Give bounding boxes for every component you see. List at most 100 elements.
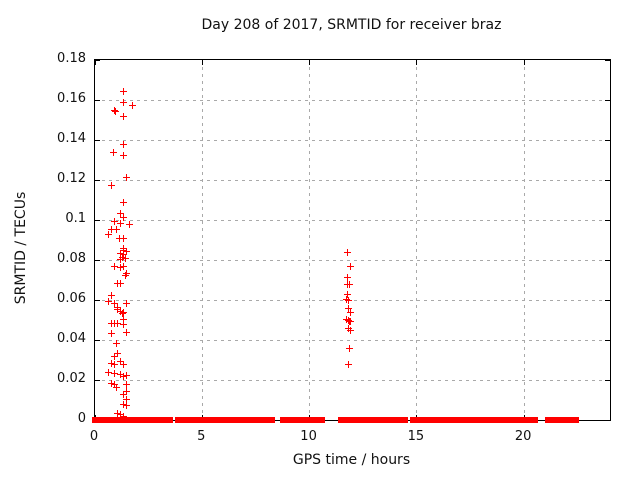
data-point-marker — [113, 305, 121, 313]
data-point-marker — [122, 269, 130, 277]
y-tick-mark — [605, 59, 610, 61]
data-point-marker — [116, 263, 124, 271]
zero-value-band-segment — [400, 417, 409, 423]
y-tick-label: 0 — [77, 411, 86, 426]
data-point-marker — [111, 352, 119, 360]
data-point-marker — [116, 209, 124, 217]
data-point-marker — [123, 387, 131, 395]
y-tick-mark — [605, 99, 610, 101]
data-point-marker — [119, 372, 127, 380]
data-point-marker — [105, 230, 113, 238]
y-tick-mark — [605, 339, 610, 341]
y-tick-label: 0.18 — [57, 51, 86, 66]
y-tick-mark — [95, 219, 100, 221]
zero-value-band-segment — [487, 417, 496, 423]
data-point-marker — [116, 357, 124, 365]
zero-value-band-segment — [301, 417, 310, 423]
y-tick-label: 0.14 — [57, 131, 86, 146]
data-point-marker — [343, 290, 351, 298]
zero-value-band-segment — [92, 417, 114, 423]
zero-value-band-segment — [410, 417, 425, 423]
zero-value-band-segment — [317, 417, 326, 423]
vertical-gridline — [523, 60, 525, 420]
data-point-marker — [346, 262, 354, 270]
zero-value-band-segment — [383, 417, 400, 423]
y-tick-mark — [95, 139, 100, 141]
data-point-marker — [110, 106, 118, 114]
x-axis-title: GPS time / hours — [292, 452, 411, 468]
data-point-marker — [120, 140, 128, 148]
data-point-marker — [116, 370, 124, 378]
data-point-marker — [343, 273, 351, 281]
data-point-marker — [122, 247, 130, 255]
zero-value-band-segment — [201, 417, 224, 423]
x-tick-mark — [523, 60, 525, 65]
zero-value-band-segment — [498, 417, 508, 423]
vertical-gridline — [416, 60, 418, 420]
data-point-marker — [115, 234, 123, 242]
horizontal-gridline — [95, 139, 610, 141]
data-point-marker — [123, 401, 131, 409]
data-point-marker — [107, 359, 115, 367]
y-tick-mark — [95, 379, 100, 381]
zero-value-band-segment — [307, 417, 316, 423]
data-point-marker — [118, 309, 126, 317]
horizontal-gridline — [95, 179, 610, 181]
zero-value-band-segment — [175, 417, 186, 423]
zero-value-band-segment — [152, 417, 165, 423]
data-point-marker — [108, 291, 116, 299]
data-point-marker — [119, 250, 127, 258]
zero-value-band-segment — [424, 417, 434, 423]
data-point-marker — [342, 295, 350, 303]
zero-value-band-segment — [468, 417, 483, 423]
zero-value-band-segment — [444, 417, 455, 423]
y-tick-label: 0.12 — [57, 171, 86, 186]
data-point-marker — [122, 299, 130, 307]
horizontal-gridline — [95, 299, 610, 301]
data-point-marker — [344, 304, 352, 312]
data-point-marker — [113, 409, 121, 417]
data-point-marker — [116, 255, 124, 263]
y-tick-mark — [605, 259, 610, 261]
zero-value-band-segment — [191, 417, 204, 423]
data-point-marker — [123, 395, 131, 403]
data-point-marker — [346, 326, 354, 334]
data-point-marker — [120, 360, 128, 368]
zero-value-band-segment — [290, 417, 306, 423]
zero-value-band-segment — [457, 417, 468, 423]
zero-value-band-segment — [234, 417, 245, 423]
zero-value-band-segment — [111, 417, 126, 423]
data-point-marker — [120, 412, 128, 420]
y-tick-mark — [95, 99, 100, 101]
horizontal-gridline — [95, 99, 610, 101]
zero-value-band-segment — [137, 417, 156, 423]
data-point-marker — [345, 344, 353, 352]
zero-value-band-segment — [181, 417, 195, 423]
zero-value-band-segment — [504, 417, 524, 423]
x-tick-mark — [309, 60, 311, 65]
zero-value-band-segment — [529, 417, 539, 423]
y-tick-label: 0.1 — [65, 211, 86, 226]
data-point-marker — [129, 101, 137, 109]
y-tick-label: 0.08 — [57, 251, 86, 266]
data-point-marker — [120, 112, 128, 120]
data-point-marker — [120, 320, 128, 328]
data-point-marker — [120, 244, 128, 252]
data-point-marker — [113, 319, 121, 327]
zero-value-band-segment — [491, 417, 502, 423]
data-point-marker — [112, 339, 120, 347]
y-tick-mark — [95, 59, 100, 61]
data-point-marker — [120, 98, 128, 106]
zero-value-band-segment — [544, 417, 553, 423]
data-point-marker — [344, 360, 352, 368]
data-point-marker — [119, 308, 127, 316]
data-point-marker — [343, 248, 351, 256]
y-tick-mark — [95, 339, 100, 341]
zero-value-band-segment — [373, 417, 384, 423]
data-point-marker — [120, 198, 128, 206]
y-tick-mark — [605, 299, 610, 301]
data-point-marker — [112, 107, 120, 115]
data-point-marker — [342, 315, 350, 323]
data-point-marker — [346, 308, 354, 316]
